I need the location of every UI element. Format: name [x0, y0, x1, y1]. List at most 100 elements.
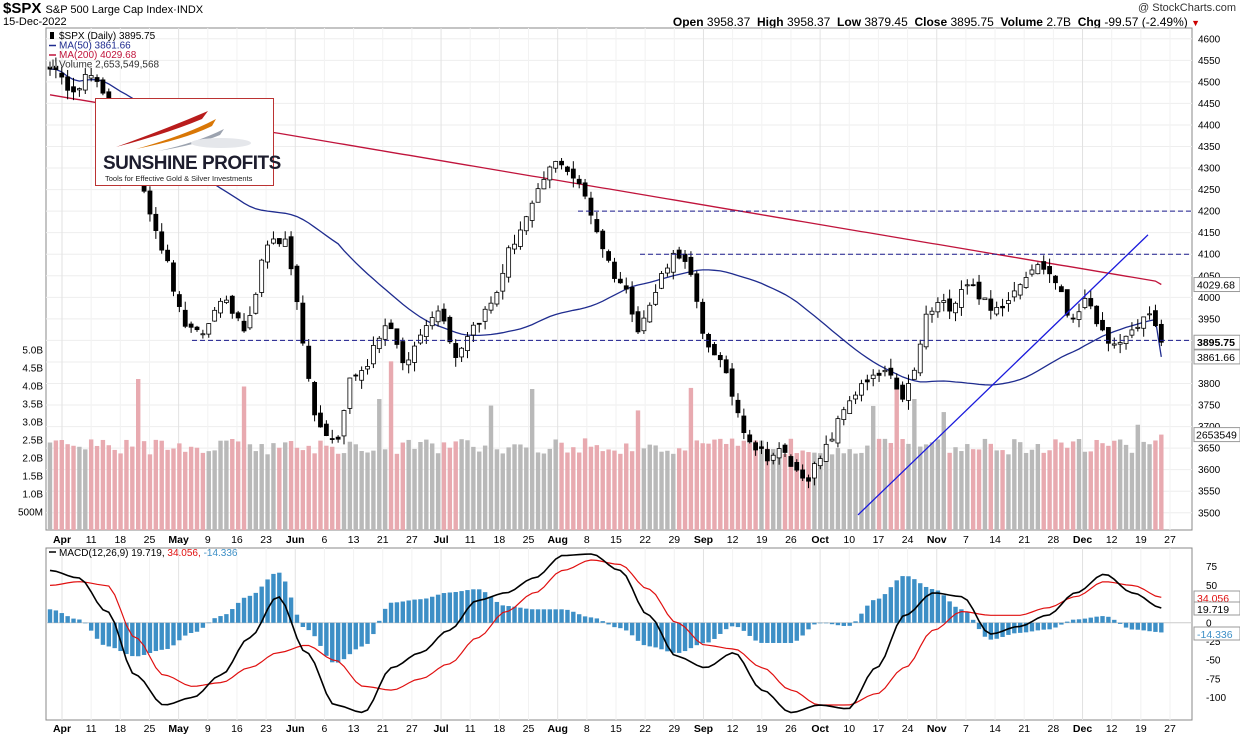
macd-histogram-bar [247, 595, 253, 623]
candle-body [1064, 289, 1070, 316]
volume-bar [700, 443, 705, 530]
volume-last-label: 2653549 [1196, 430, 1237, 442]
macd-histogram-bar [953, 606, 958, 623]
price-axis-tick-label: 3650 [1198, 444, 1221, 455]
candle-body [365, 366, 370, 370]
candle-body [82, 74, 88, 91]
macd-histogram-bar [1082, 618, 1088, 623]
date-axis-label: Sep [694, 534, 713, 546]
macd-histogram-bar [659, 622, 664, 650]
candle-body [59, 72, 65, 78]
candle-body [741, 415, 747, 434]
date-axis-label: 23 [260, 534, 272, 546]
macd-histogram-bar [206, 622, 211, 624]
macd-histogram-bar [453, 592, 458, 623]
candle-body [729, 368, 735, 397]
date-axis-label: 24 [902, 534, 914, 546]
macd-histogram-bar [641, 622, 647, 646]
rising-trendline [857, 234, 1149, 516]
date-axis-label: May [168, 534, 189, 546]
macd-histogram-bar [171, 622, 176, 646]
candle-body [712, 344, 717, 356]
date-axis-label: 18 [114, 723, 126, 735]
candle-body [1129, 329, 1135, 336]
macd-histogram-bar [365, 622, 370, 644]
macd-legend-title: MACD(12,26,9) 19.719, 34.056, -14.336 [59, 548, 238, 559]
candle-body [259, 259, 265, 293]
candle-body [688, 256, 694, 275]
macd-axis-tick-label: -25 [1206, 637, 1221, 648]
volume-axis-tick-label: 2.5B [22, 436, 43, 447]
volume-bar [59, 440, 64, 530]
legend-entry: $SPX (Daily) 3895.75 [59, 31, 156, 42]
macd-histogram-bar [882, 594, 888, 623]
macd-histogram-bar [976, 622, 982, 630]
price-axis-tick-label: 4600 [1198, 34, 1221, 45]
candle-body [182, 309, 188, 327]
volume-bar [694, 440, 699, 530]
volume-bar [629, 451, 635, 530]
volume-bar [912, 399, 917, 530]
macd-legend-signal-value: 34.056, [167, 548, 203, 559]
macd-value-box [1193, 601, 1240, 616]
macd-histogram-bar [694, 622, 699, 646]
volume-bar [447, 447, 453, 530]
volume-bar [147, 454, 153, 530]
date-axis-label: Aug [547, 723, 567, 735]
macd-histogram-bar [735, 622, 741, 628]
macd-histogram-bar [812, 622, 817, 625]
macd-histogram-bar [100, 622, 106, 645]
quote-bar: Open 3958.37 High 3958.37 Low 3879.45 Cl… [672, 15, 1200, 29]
macd-histogram-bar [524, 608, 529, 623]
candle-body [823, 443, 829, 462]
macd-axis-tick-label: 75 [1206, 562, 1218, 573]
macd-histogram-bar [1035, 622, 1041, 631]
candle-body [206, 323, 212, 335]
macd-histogram-bar [435, 594, 441, 623]
candle-body [1029, 269, 1035, 275]
volume-bar [300, 450, 306, 530]
candle-body [153, 213, 159, 231]
volume-axis-tick-label: 1.0B [22, 490, 43, 501]
macd-histogram-bar [571, 611, 576, 623]
volume-bar [235, 441, 241, 530]
volume-bar [747, 443, 752, 530]
macd-histogram-bar [876, 598, 882, 623]
candle-body [629, 286, 635, 315]
candle-body [817, 458, 823, 467]
macd-histogram-bar [283, 581, 288, 623]
macd-histogram-bar [47, 609, 53, 623]
macd-histogram-bar [553, 609, 558, 623]
price-axis-tick-label: 4100 [1198, 250, 1221, 261]
candle-body [94, 77, 100, 82]
macd-histogram-bar [294, 614, 300, 623]
volume-bar [441, 442, 447, 530]
volume-bar [241, 386, 247, 530]
candle-body [882, 369, 888, 373]
candle-body [500, 272, 506, 292]
volume-bar [306, 445, 311, 530]
macd-histogram-bar [194, 622, 200, 632]
macd-line [49, 553, 1162, 714]
volume-bar [847, 449, 852, 530]
macd-histogram-bar [118, 622, 123, 652]
price-axis-tick-label: 4500 [1198, 77, 1221, 88]
volume-bar [900, 439, 905, 530]
date-axis-label: 16 [231, 723, 243, 735]
macd-histogram-bar [559, 609, 564, 623]
price-axis-tick-label: 4200 [1198, 207, 1221, 218]
candle-body [229, 295, 235, 314]
price-axis-tick-label: 4300 [1198, 164, 1221, 175]
date-axis-label: 11 [465, 723, 476, 735]
chart-date: 15-Dec-2022 [3, 16, 67, 28]
candle-body [953, 302, 958, 314]
candle-body [917, 343, 923, 374]
macd-histogram-bar [765, 622, 770, 643]
candle-body [635, 311, 641, 333]
volume-bar [294, 447, 300, 530]
macd-histogram-bar [547, 609, 552, 623]
macd-histogram-bar [518, 607, 523, 623]
macd-histogram-bar [112, 622, 117, 649]
volume-bar [471, 446, 476, 530]
candle-body [1076, 311, 1082, 320]
